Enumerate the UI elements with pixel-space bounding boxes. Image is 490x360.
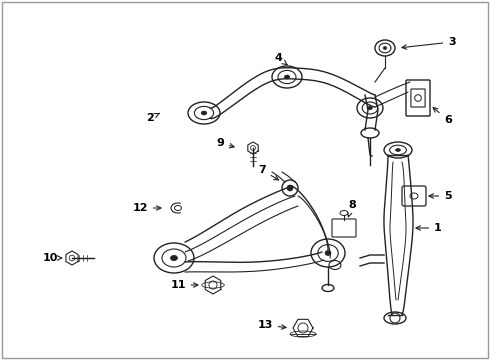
Text: 9: 9 [216, 138, 234, 148]
Text: 13: 13 [257, 320, 286, 330]
Ellipse shape [325, 251, 331, 256]
Text: 1: 1 [416, 223, 442, 233]
Text: 2: 2 [146, 113, 159, 123]
Ellipse shape [201, 111, 207, 115]
Text: 5: 5 [429, 191, 452, 201]
Text: 8: 8 [347, 200, 356, 217]
Text: 6: 6 [433, 108, 452, 125]
Ellipse shape [284, 75, 290, 79]
Ellipse shape [171, 255, 177, 261]
Ellipse shape [383, 46, 387, 49]
Circle shape [287, 185, 293, 191]
Text: 10: 10 [42, 253, 62, 263]
Ellipse shape [395, 149, 400, 152]
Ellipse shape [368, 106, 372, 110]
Text: 11: 11 [170, 280, 198, 290]
Text: 7: 7 [258, 165, 278, 180]
Text: 12: 12 [132, 203, 161, 213]
Text: 4: 4 [274, 53, 287, 65]
Text: 3: 3 [402, 37, 456, 49]
